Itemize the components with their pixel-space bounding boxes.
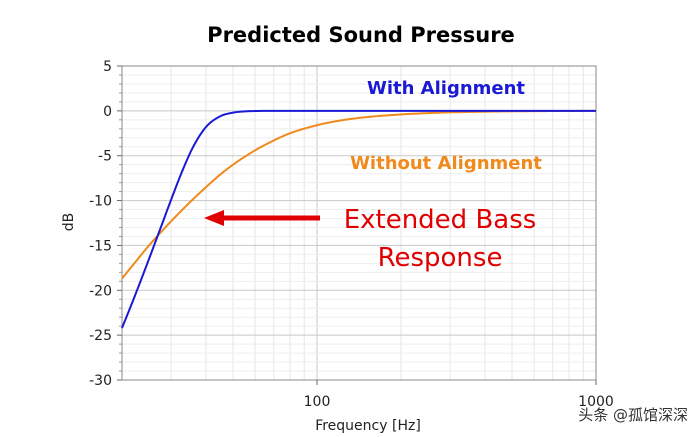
x-tick-label: 1000: [578, 394, 614, 410]
annotation-arrow-head: [204, 210, 224, 226]
y-tick-label: 0: [103, 104, 112, 120]
y-tick-label: -25: [89, 328, 112, 344]
series-without-alignment: [121, 109, 597, 280]
grid: [122, 65, 596, 381]
x-axis-ticks: 100 1000: [304, 380, 614, 410]
chart-title: Predicted Sound Pressure: [207, 23, 515, 47]
y-tick-label: -30: [89, 373, 112, 389]
extended-bass-annotation: Extended Bass Response: [204, 205, 536, 273]
annotation-line-1: Extended Bass: [344, 205, 537, 235]
series-with-alignment: [121, 109, 596, 329]
y-tick-label: -5: [98, 149, 112, 165]
watermark: 头条 @孤馆深深: [578, 406, 688, 424]
series-group: [121, 109, 597, 329]
y-tick-label: -10: [89, 194, 112, 210]
y-tick-label: 5: [103, 59, 112, 75]
y-tick-label: -20: [89, 283, 112, 299]
x-axis-label: Frequency [Hz]: [315, 418, 421, 434]
y-axis-label: dB: [61, 213, 77, 232]
legend-without-alignment: Without Alignment: [350, 153, 542, 174]
x-tick-label: 100: [304, 394, 331, 410]
legend-with-alignment: With Alignment: [367, 78, 525, 99]
y-axis-ticks: 5 0 -5 -10 -15 -20 -25 -30: [89, 59, 122, 389]
annotation-line-2: Response: [378, 243, 503, 273]
plot-frame: [121, 65, 597, 381]
y-tick-label: -15: [89, 238, 112, 254]
